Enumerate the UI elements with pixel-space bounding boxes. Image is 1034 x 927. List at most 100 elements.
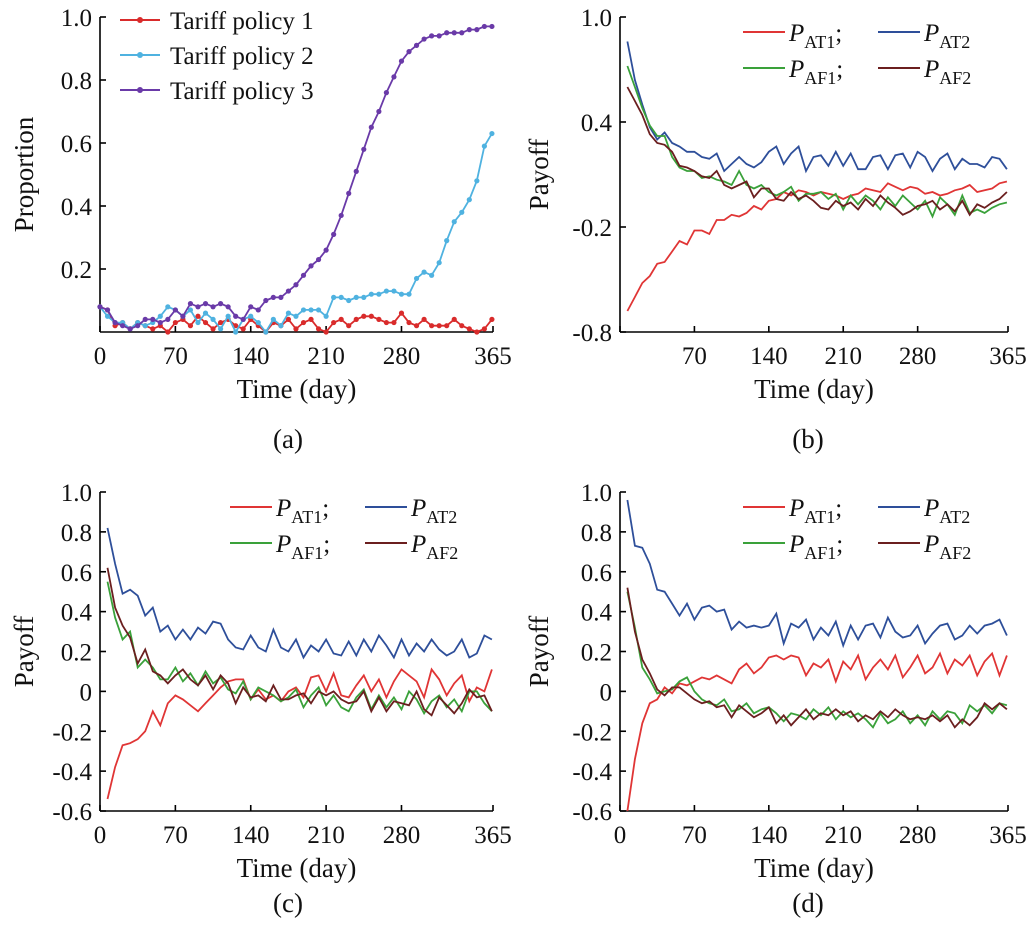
- data-point: [421, 36, 427, 42]
- data-point: [346, 323, 352, 329]
- data-point: [104, 307, 111, 313]
- data-point: [210, 316, 216, 322]
- data-point: [346, 297, 352, 304]
- x-tick-label: 210: [824, 822, 862, 849]
- x-tick-label: 70: [682, 343, 707, 370]
- data-point: [202, 310, 209, 316]
- data-point: [406, 291, 412, 297]
- data-point: [120, 323, 126, 329]
- data-point: [406, 49, 412, 55]
- data-point: [436, 323, 442, 329]
- x-axis-label: Time (day): [754, 853, 874, 883]
- data-point: [308, 307, 314, 313]
- data-point: [391, 319, 397, 326]
- legend-label: PAF2: [923, 56, 971, 88]
- data-point: [368, 313, 374, 319]
- y-tick-label: 0.2: [61, 257, 92, 284]
- data-point: [331, 319, 337, 326]
- y-tick-label: 0.8: [61, 68, 92, 95]
- data-point: [225, 304, 231, 310]
- y-tick-label: 0.4: [61, 194, 93, 221]
- y-tick-label: 0.8: [61, 520, 92, 547]
- legend-label: PAT2: [410, 495, 457, 527]
- data-point: [474, 178, 480, 184]
- data-point: [466, 197, 472, 203]
- data-point: [300, 307, 307, 313]
- data-point: [444, 238, 450, 244]
- data-point: [187, 323, 194, 329]
- series-line: [626, 591, 1008, 729]
- data-point: [255, 307, 261, 313]
- data-point: [300, 272, 307, 278]
- data-point: [331, 231, 337, 237]
- data-point: [361, 294, 367, 300]
- data-point: [285, 288, 292, 294]
- y-tick-label: 0.8: [581, 520, 612, 547]
- x-tick-label: 140: [750, 822, 788, 849]
- data-point: [210, 326, 216, 332]
- y-tick-label: 1.0: [581, 480, 612, 507]
- data-point: [263, 329, 269, 335]
- data-point: [421, 316, 427, 322]
- data-point: [187, 301, 194, 307]
- y-tick-label: 0.4: [581, 110, 613, 137]
- data-point: [150, 326, 156, 332]
- y-axis-label: Payoff: [524, 139, 554, 211]
- legend-label: PAT1;: [788, 495, 842, 527]
- data-point: [413, 42, 420, 48]
- data-point: [383, 288, 390, 294]
- series-line: [106, 667, 493, 800]
- data-point: [338, 212, 344, 219]
- data-point: [195, 304, 201, 310]
- legend-label: PAT1;: [788, 20, 842, 52]
- data-point: [376, 291, 382, 297]
- x-tick-label: 280: [899, 822, 937, 849]
- data-point: [217, 326, 224, 332]
- y-tick-label: 0: [600, 679, 613, 706]
- data-point: [346, 190, 352, 196]
- x-tick-label: 365: [989, 822, 1027, 849]
- data-point: [398, 58, 405, 64]
- x-tick-label: 140: [232, 822, 270, 849]
- panel-caption: (a): [273, 424, 303, 454]
- data-point: [104, 313, 111, 319]
- data-point: [391, 74, 397, 80]
- legend-label: PAT2: [923, 20, 970, 52]
- data-point: [451, 219, 457, 225]
- data-point: [308, 263, 314, 269]
- legend-marker: [137, 52, 143, 58]
- data-point: [353, 316, 359, 322]
- chart-a: 0 70 140 210 280 365 0.2 0.4 0.6 0.8 1.0 Time (day)…: [9, 5, 512, 454]
- data-point: [459, 323, 465, 329]
- data-point: [383, 319, 390, 326]
- x-tick-label: 70: [163, 822, 188, 849]
- data-point: [255, 319, 261, 326]
- legend-label: PAF1;: [788, 531, 843, 563]
- y-tick-label: -0.6: [572, 799, 612, 826]
- data-point: [451, 316, 457, 322]
- data-point: [338, 316, 344, 322]
- data-point: [466, 27, 472, 33]
- legend-label: PAF1;: [275, 531, 330, 563]
- legend-label: PAF1;: [788, 56, 843, 88]
- legend-marker: [137, 87, 143, 93]
- y-tick-label: -0.6: [52, 799, 92, 826]
- chart-c: 0 70 140 210 280 365 -0.6 -0.4 -0.2 0 0.2 0.4 0.6 0.8…: [9, 480, 512, 918]
- data-point: [293, 282, 299, 288]
- legend-label: PAT2: [923, 495, 970, 527]
- data-point: [240, 316, 246, 322]
- x-tick-label: 280: [383, 343, 421, 370]
- series-line: [106, 581, 493, 716]
- series-line: [626, 65, 1008, 219]
- data-point: [429, 323, 435, 329]
- data-point: [489, 23, 495, 30]
- x-tick-label: 0: [94, 822, 107, 849]
- data-point: [361, 146, 367, 152]
- data-point: [315, 256, 322, 263]
- x-tick-label: 365: [474, 822, 512, 849]
- y-tick-label: -0.2: [572, 215, 612, 242]
- data-point: [315, 326, 322, 332]
- data-point: [195, 319, 201, 326]
- data-point: [157, 313, 163, 319]
